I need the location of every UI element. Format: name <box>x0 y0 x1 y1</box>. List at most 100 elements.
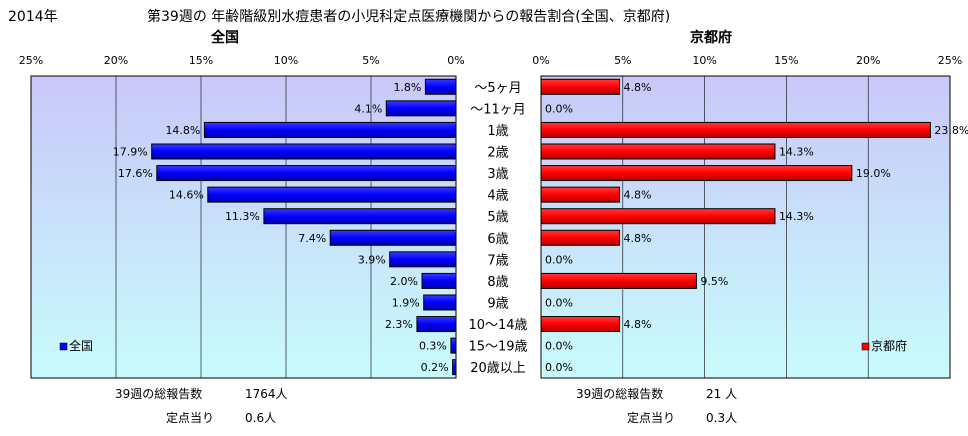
national-data-label: 1.9% <box>392 296 420 309</box>
national-panel-title: 全国 <box>210 29 239 46</box>
national-bar <box>207 186 457 203</box>
kyoto-bar <box>540 316 621 333</box>
national-data-label: 11.3% <box>225 210 260 223</box>
national-tick-label: 10% <box>274 54 298 67</box>
national-data-label: 7.4% <box>298 232 326 245</box>
national-tick-label: 0% <box>447 54 464 67</box>
category-label: 2歳 <box>487 145 508 160</box>
kyoto-total-value: 21 人 <box>706 387 737 401</box>
kyoto-data-label: 19.0% <box>856 167 891 180</box>
national-data-label: 14.6% <box>169 189 204 202</box>
kyoto-per-value: 0.3人 <box>706 411 737 425</box>
category-label: ～11ヶ月 <box>470 102 526 117</box>
national-tick-labels: 0% 5% 10% 15% 20% 25% <box>19 54 465 67</box>
category-label: 9歳 <box>487 296 508 311</box>
national-legend-swatch <box>59 342 68 351</box>
national-data-label: 17.9% <box>113 145 148 158</box>
national-legend: 全国 <box>59 338 93 353</box>
national-data-label: 1.8% <box>393 81 421 94</box>
kyoto-tick-label: 0% <box>532 54 549 67</box>
kyoto-tick-label: 15% <box>774 54 798 67</box>
national-bar <box>389 251 457 268</box>
national-bar <box>151 143 457 160</box>
national-per-label: 定点当り <box>166 410 214 425</box>
kyoto-footer: 39週の総報告数 21 人 定点当り 0.3人 <box>576 386 737 425</box>
category-label: 7歳 <box>487 253 508 268</box>
category-label: 10～14歳 <box>468 318 527 333</box>
national-per-value: 0.6人 <box>245 411 276 425</box>
kyoto-bar <box>540 143 776 160</box>
year-label: 2014年 <box>8 9 58 25</box>
kyoto-data-label: 14.3% <box>779 210 814 223</box>
national-footer: 39週の総報告数 1764人 定点当り 0.6人 <box>115 386 288 425</box>
kyoto-data-label: 0.0% <box>545 340 573 353</box>
kyoto-total-label: 39週の総報告数 <box>576 386 663 401</box>
kyoto-bar <box>540 121 931 138</box>
kyoto-data-label: 14.3% <box>779 145 814 158</box>
kyoto-tick-label: 20% <box>856 54 880 67</box>
category-labels: ～5ヶ月 ～11ヶ月 1歳 2歳 3歳 4歳 5歳 6歳 7歳 8歳 9歳 10～14歳 15～19歳 2… <box>468 81 527 376</box>
kyoto-bar <box>540 229 621 246</box>
category-label: 4歳 <box>487 189 508 204</box>
national-bar <box>385 100 457 117</box>
kyoto-data-label: 0.0% <box>545 102 573 115</box>
kyoto-data-label: 4.8% <box>624 189 652 202</box>
kyoto-bar <box>540 186 621 203</box>
national-bar <box>452 359 457 376</box>
national-data-label: 3.9% <box>358 253 386 266</box>
national-bar <box>156 165 457 182</box>
kyoto-bar <box>540 165 853 182</box>
national-total-label: 39週の総報告数 <box>115 386 202 401</box>
national-data-label: 0.3% <box>419 340 447 353</box>
kyoto-legend-label: 京都府 <box>871 338 907 353</box>
kyoto-data-label: 0.0% <box>545 253 573 266</box>
kyoto-data-labels: 4.8% 0.0% 23.8% 14.3% 19.0% 4.8% 14.3% 4.8% 0.0%… <box>545 81 968 374</box>
national-legend-label: 全国 <box>69 338 93 353</box>
category-label: 15～19歳 <box>468 340 527 355</box>
category-label: ～5ヶ月 <box>474 81 521 96</box>
national-bar <box>421 272 457 289</box>
kyoto-data-label: 0.0% <box>545 361 573 374</box>
kyoto-per-label: 定点当り <box>627 410 675 425</box>
national-bar <box>203 121 457 138</box>
national-bars <box>151 78 457 376</box>
national-bar <box>424 78 457 95</box>
kyoto-tick-label: 10% <box>692 54 716 67</box>
national-data-label: 17.6% <box>118 167 153 180</box>
national-data-label: 4.1% <box>354 102 382 115</box>
kyoto-bar <box>540 208 776 225</box>
kyoto-bar <box>540 78 621 95</box>
category-label: 6歳 <box>487 232 508 247</box>
kyoto-data-label: 4.8% <box>624 318 652 331</box>
national-tick-label: 15% <box>189 54 213 67</box>
national-data-label: 14.8% <box>165 124 200 137</box>
national-bar <box>416 316 457 333</box>
kyoto-panel-title: 京都府 <box>690 29 732 46</box>
national-data-labels: 1.8% 4.1% 14.8% 17.9% 17.6% 14.6% 11.3% 7.4% 3.9… <box>113 81 449 374</box>
national-bar <box>329 229 457 246</box>
category-label: 3歳 <box>487 167 508 182</box>
national-total-value: 1764人 <box>245 387 288 401</box>
kyoto-data-label: 4.8% <box>624 81 652 94</box>
kyoto-data-label: 23.8% <box>934 124 968 137</box>
kyoto-tick-labels: 0% 5% 10% 15% 20% 25% <box>532 54 962 67</box>
national-tick-label: 20% <box>104 54 128 67</box>
national-bar <box>263 208 457 225</box>
national-plot-area <box>30 75 457 379</box>
national-data-label: 0.2% <box>421 361 449 374</box>
national-data-label: 2.0% <box>390 275 418 288</box>
kyoto-legend-swatch <box>861 342 870 351</box>
category-label: 5歳 <box>487 210 508 225</box>
kyoto-data-label: 0.0% <box>545 296 573 309</box>
category-label: 20歳以上 <box>470 361 526 376</box>
kyoto-tick-label: 25% <box>938 54 962 67</box>
kyoto-bars <box>540 78 931 333</box>
national-bar <box>423 294 457 311</box>
category-label: 8歳 <box>487 275 508 290</box>
kyoto-data-label: 9.5% <box>700 275 728 288</box>
national-data-label: 2.3% <box>385 318 413 331</box>
kyoto-data-label: 4.8% <box>624 232 652 245</box>
national-tick-label: 25% <box>19 54 43 67</box>
kyoto-bar <box>540 272 697 289</box>
